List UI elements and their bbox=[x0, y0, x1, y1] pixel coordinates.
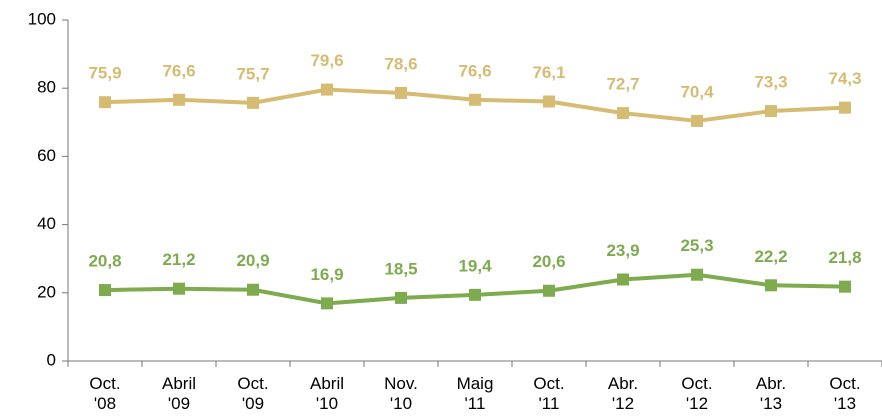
marker bbox=[839, 280, 851, 293]
data-label: 20,8 bbox=[88, 252, 121, 271]
data-label: 21,2 bbox=[162, 250, 195, 269]
marker bbox=[247, 283, 259, 296]
y-tick-label: 100 bbox=[28, 9, 56, 28]
data-label: 75,9 bbox=[88, 64, 121, 83]
data-label: 25,3 bbox=[680, 236, 713, 255]
marker bbox=[765, 279, 777, 292]
marker bbox=[321, 297, 333, 310]
data-label: 78,6 bbox=[384, 54, 417, 73]
y-tick-label: 80 bbox=[37, 78, 56, 97]
marker bbox=[395, 291, 407, 304]
marker bbox=[617, 107, 629, 120]
data-label: 73,3 bbox=[754, 73, 787, 92]
x-tick-label: Abr. '12 bbox=[608, 374, 638, 413]
data-label: 76,1 bbox=[532, 63, 565, 82]
x-tick-label: Oct. '08 bbox=[89, 374, 120, 413]
marker bbox=[469, 288, 481, 301]
data-label: 16,9 bbox=[310, 265, 343, 284]
marker bbox=[691, 268, 703, 281]
y-tick-label: 40 bbox=[37, 214, 56, 233]
x-tick-label: Maig '11 bbox=[457, 374, 494, 413]
data-label: 74,3 bbox=[828, 69, 861, 88]
data-label: 22,2 bbox=[754, 247, 787, 266]
marker bbox=[543, 284, 555, 297]
marker bbox=[99, 284, 111, 297]
data-label: 75,7 bbox=[236, 64, 269, 83]
marker bbox=[469, 93, 481, 106]
data-label: 70,4 bbox=[680, 82, 714, 101]
data-label: 79,6 bbox=[310, 51, 343, 70]
marker bbox=[691, 114, 703, 127]
x-tick-label: Abril '10 bbox=[310, 374, 344, 413]
data-label: 19,4 bbox=[458, 256, 492, 275]
data-label: 23,9 bbox=[606, 241, 639, 260]
x-tick-label: Abril '09 bbox=[162, 374, 196, 413]
marker bbox=[617, 273, 629, 286]
data-label: 76,6 bbox=[458, 61, 491, 80]
marker bbox=[765, 105, 777, 118]
data-label: 76,6 bbox=[162, 61, 195, 80]
marker bbox=[321, 83, 333, 96]
data-label: 18,5 bbox=[384, 259, 417, 278]
marker bbox=[99, 96, 111, 109]
marker bbox=[395, 86, 407, 99]
y-tick-label: 20 bbox=[37, 282, 56, 301]
y-tick-label: 0 bbox=[47, 350, 56, 369]
x-tick-label: Oct. '11 bbox=[533, 374, 564, 413]
marker bbox=[839, 101, 851, 114]
marker bbox=[173, 282, 185, 295]
data-label: 21,8 bbox=[828, 248, 861, 267]
data-label: 20,9 bbox=[236, 251, 269, 270]
y-tick-label: 60 bbox=[37, 146, 56, 165]
x-tick-label: Nov. '10 bbox=[384, 374, 418, 413]
marker bbox=[543, 95, 555, 108]
x-tick-label: Abr. '13 bbox=[756, 374, 786, 413]
x-tick-label: Oct. '13 bbox=[829, 374, 860, 413]
marker bbox=[247, 96, 259, 109]
marker bbox=[173, 93, 185, 106]
x-tick-label: Oct. '09 bbox=[237, 374, 268, 413]
x-tick-label: Oct. '12 bbox=[681, 374, 712, 413]
data-label: 72,7 bbox=[606, 75, 639, 94]
data-label: 20,6 bbox=[532, 252, 565, 271]
